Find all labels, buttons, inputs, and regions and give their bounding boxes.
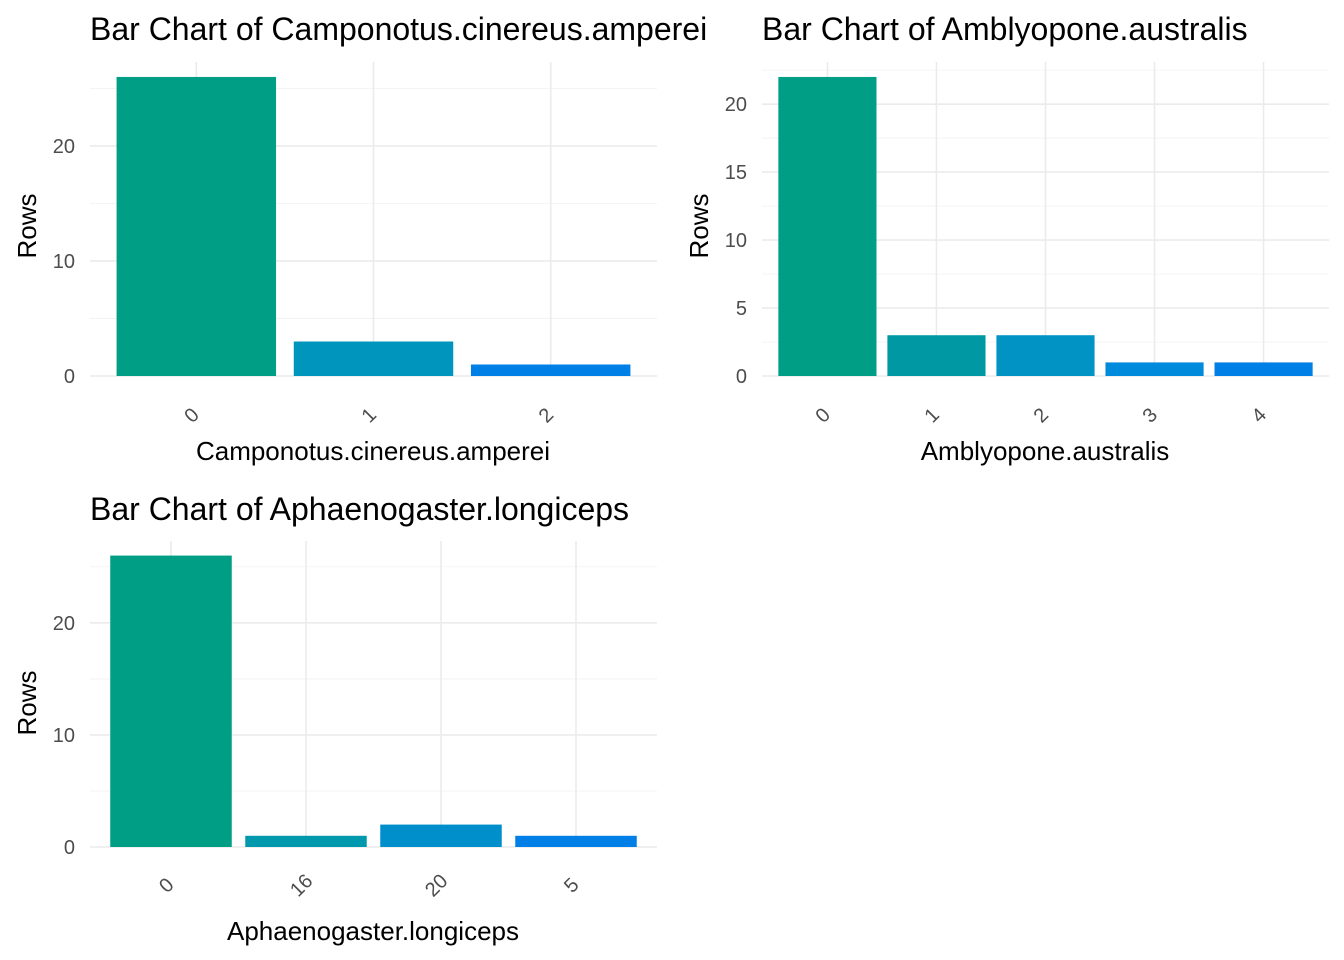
x-tick-label: 0 xyxy=(180,404,203,427)
x-tick-label: 0 xyxy=(155,874,178,897)
y-tick-label: 20 xyxy=(53,613,75,635)
plot-area: 0 10 20 0 1 2 xyxy=(53,62,657,427)
y-tick-label: 10 xyxy=(53,725,75,747)
bar-5 xyxy=(515,835,637,847)
y-axis-title: Rows xyxy=(684,193,714,258)
x-tick-label: 5 xyxy=(560,874,583,897)
y-axis-title: Rows xyxy=(12,193,42,258)
y-tick-label: 20 xyxy=(53,136,75,158)
bar-4 xyxy=(1214,362,1313,376)
chart-title: Bar Chart of Aphaenogaster.longiceps xyxy=(90,491,629,527)
y-tick-label: 15 xyxy=(725,162,747,184)
bar-3 xyxy=(1105,362,1204,376)
y-axis-title: Rows xyxy=(12,670,42,735)
y-tick-label: 20 xyxy=(725,94,747,116)
y-tick-label: 5 xyxy=(736,298,747,320)
x-axis-title: Camponotus.cinereus.amperei xyxy=(196,436,550,466)
x-tick-label: 2 xyxy=(1030,404,1053,427)
x-tick-label: 16 xyxy=(286,870,317,901)
y-tick-label: 10 xyxy=(725,230,747,252)
plot-area: 0 5 10 15 20 0 1 2 3 4 xyxy=(725,62,1329,427)
y-tick-label: 0 xyxy=(64,366,75,388)
bar-0 xyxy=(116,76,277,376)
chart-title: Bar Chart of Camponotus.cinereus.amperei xyxy=(90,11,707,47)
bar-0 xyxy=(110,555,232,847)
chart-panel-aphaenogaster: Bar Chart of Aphaenogaster.longiceps 0 10… xyxy=(12,491,657,946)
x-tick-label: 0 xyxy=(811,404,834,427)
x-tick-label: 1 xyxy=(921,404,944,427)
bar-2 xyxy=(996,335,1095,376)
x-axis-title: Amblyopone.australis xyxy=(921,436,1170,466)
plot-area: 0 10 20 0 16 20 5 xyxy=(53,541,657,901)
x-tick-label: 3 xyxy=(1139,404,1162,427)
x-tick-label: 1 xyxy=(358,404,381,427)
y-tick-label: 10 xyxy=(53,251,75,273)
bar-1 xyxy=(293,341,454,376)
bar-2 xyxy=(470,364,631,376)
bar-16 xyxy=(245,835,367,847)
x-axis-title: Aphaenogaster.longiceps xyxy=(227,916,519,946)
chart-panel-amblyopone: Bar Chart of Amblyopone.australis 051015… xyxy=(684,11,1329,466)
x-tick-label: 4 xyxy=(1248,404,1271,427)
y-tick-label: 0 xyxy=(736,366,747,388)
bar-20 xyxy=(380,824,502,847)
chart-title: Bar Chart of Amblyopone.australis xyxy=(762,11,1248,47)
x-tick-label: 2 xyxy=(535,404,558,427)
x-tick-label: 20 xyxy=(421,870,452,901)
y-tick-label: 0 xyxy=(64,837,75,859)
bar-1 xyxy=(887,335,986,376)
chart-panel-camponotus: Bar Chart of Camponotus.cinereus.amperei… xyxy=(12,11,707,466)
bar-0 xyxy=(778,76,877,376)
